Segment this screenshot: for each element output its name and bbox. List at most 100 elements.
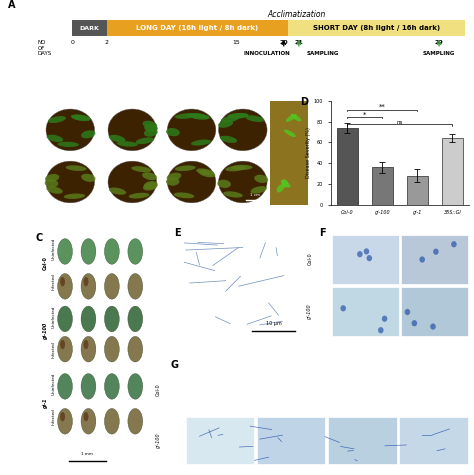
Text: 35S::GI: 35S::GI	[227, 103, 245, 108]
Ellipse shape	[167, 161, 216, 203]
Ellipse shape	[277, 184, 284, 192]
Text: 21: 21	[294, 40, 303, 45]
FancyBboxPatch shape	[288, 20, 465, 36]
Ellipse shape	[60, 340, 65, 349]
Text: Col-0: Col-0	[43, 256, 48, 270]
Ellipse shape	[81, 374, 96, 399]
Text: Infected: Infected	[52, 273, 56, 290]
Ellipse shape	[166, 177, 180, 186]
FancyBboxPatch shape	[400, 417, 468, 465]
FancyBboxPatch shape	[186, 417, 254, 465]
Text: Col-0: Col-0	[49, 103, 61, 108]
Ellipse shape	[167, 109, 216, 151]
Ellipse shape	[108, 109, 156, 151]
Bar	[442, 138, 463, 205]
FancyBboxPatch shape	[401, 235, 468, 284]
Text: D: D	[300, 96, 308, 106]
Text: 0: 0	[71, 40, 74, 45]
Ellipse shape	[128, 274, 143, 299]
Ellipse shape	[251, 186, 267, 194]
FancyBboxPatch shape	[73, 20, 107, 36]
Text: 10 μm: 10 μm	[266, 321, 282, 325]
Ellipse shape	[405, 309, 410, 315]
Text: DARK: DARK	[80, 26, 100, 31]
Ellipse shape	[104, 374, 119, 399]
Ellipse shape	[144, 129, 158, 137]
Ellipse shape	[364, 248, 369, 255]
Ellipse shape	[58, 408, 73, 434]
Ellipse shape	[281, 180, 291, 188]
Text: A: A	[8, 0, 15, 10]
Ellipse shape	[225, 166, 246, 171]
Ellipse shape	[219, 109, 267, 151]
Ellipse shape	[81, 274, 96, 299]
Ellipse shape	[109, 188, 126, 195]
Ellipse shape	[291, 114, 301, 122]
Ellipse shape	[286, 114, 297, 122]
Ellipse shape	[175, 165, 196, 171]
Bar	[407, 176, 428, 205]
Text: 29: 29	[435, 40, 444, 45]
Ellipse shape	[218, 120, 233, 128]
Ellipse shape	[64, 193, 85, 199]
Text: gi-1: gi-1	[167, 103, 177, 108]
Text: gi-100: gi-100	[43, 322, 48, 339]
Text: F: F	[319, 228, 326, 238]
Ellipse shape	[366, 255, 372, 261]
Ellipse shape	[128, 374, 143, 399]
Ellipse shape	[48, 116, 66, 123]
Text: UNINFECTED: UNINFECTED	[37, 114, 41, 140]
Ellipse shape	[451, 241, 456, 247]
Ellipse shape	[83, 340, 89, 349]
Ellipse shape	[430, 323, 436, 330]
Ellipse shape	[284, 130, 296, 137]
Ellipse shape	[58, 238, 73, 264]
Ellipse shape	[191, 140, 211, 146]
Ellipse shape	[340, 305, 346, 312]
Ellipse shape	[104, 306, 119, 332]
Ellipse shape	[104, 238, 119, 264]
Ellipse shape	[196, 168, 214, 175]
Bar	[372, 167, 393, 205]
Ellipse shape	[128, 408, 143, 434]
Text: gi-1: gi-1	[43, 398, 48, 408]
Ellipse shape	[144, 124, 158, 132]
Text: B: B	[41, 103, 48, 113]
Text: SHORT DAY (8h light / 16h dark): SHORT DAY (8h light / 16h dark)	[313, 25, 440, 31]
FancyBboxPatch shape	[332, 287, 399, 336]
Ellipse shape	[46, 186, 63, 194]
Ellipse shape	[419, 256, 425, 263]
Ellipse shape	[228, 113, 248, 119]
Ellipse shape	[81, 174, 95, 182]
Text: Uninfected: Uninfected	[52, 373, 56, 395]
Text: 15: 15	[232, 40, 240, 45]
Ellipse shape	[109, 135, 126, 142]
Ellipse shape	[185, 113, 207, 118]
Ellipse shape	[128, 238, 143, 264]
Ellipse shape	[199, 170, 215, 177]
Ellipse shape	[174, 192, 194, 198]
Ellipse shape	[175, 114, 196, 119]
Ellipse shape	[433, 248, 438, 255]
Text: 1 cm: 1 cm	[250, 192, 260, 197]
Text: 20: 20	[280, 40, 288, 45]
Ellipse shape	[221, 115, 239, 123]
FancyBboxPatch shape	[270, 101, 308, 205]
Ellipse shape	[58, 374, 73, 399]
Ellipse shape	[189, 114, 210, 120]
Text: INFECTED: INFECTED	[37, 169, 41, 189]
Ellipse shape	[66, 165, 87, 171]
Ellipse shape	[142, 172, 157, 180]
Ellipse shape	[58, 336, 73, 362]
FancyBboxPatch shape	[257, 417, 325, 465]
Ellipse shape	[378, 327, 383, 333]
Ellipse shape	[45, 179, 58, 188]
Ellipse shape	[104, 408, 119, 434]
Ellipse shape	[81, 130, 95, 138]
Ellipse shape	[128, 306, 143, 332]
Ellipse shape	[46, 161, 94, 203]
Ellipse shape	[166, 128, 180, 136]
Ellipse shape	[108, 161, 156, 203]
Ellipse shape	[228, 113, 248, 119]
FancyBboxPatch shape	[332, 235, 399, 284]
